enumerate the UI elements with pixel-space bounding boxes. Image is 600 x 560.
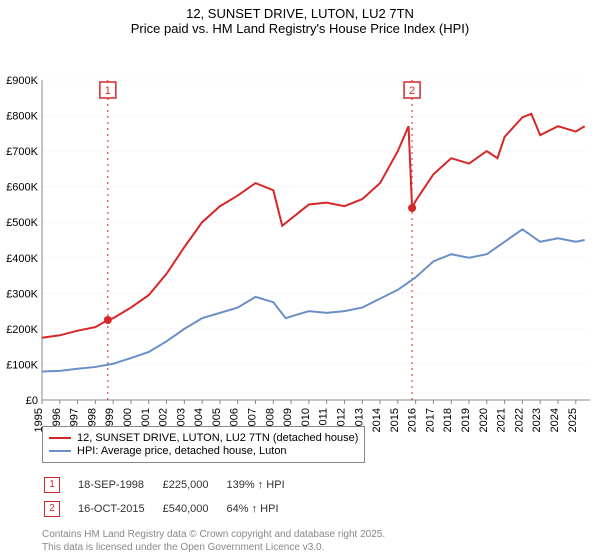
y-tick-label: £200K bbox=[6, 324, 38, 336]
sale-marker-number: 2 bbox=[409, 85, 415, 97]
y-tick-label: £900K bbox=[6, 75, 38, 87]
marker-date: 18-SEP-1998 bbox=[78, 474, 161, 496]
sale-point bbox=[104, 316, 112, 324]
legend-label: 12, SUNSET DRIVE, LUTON, LU2 7TN (detach… bbox=[77, 432, 358, 444]
marker-table-row: 2 16-OCT-2015£540,00064% ↑ HPI bbox=[44, 498, 301, 520]
x-tick-label: 2015 bbox=[389, 408, 401, 432]
legend-swatch bbox=[49, 450, 71, 452]
x-tick-label: 2017 bbox=[424, 408, 436, 432]
marker-delta: 139% ↑ HPI bbox=[227, 474, 301, 496]
x-tick-label: 2019 bbox=[460, 408, 472, 432]
chart-legend: 12, SUNSET DRIVE, LUTON, LU2 7TN (detach… bbox=[42, 426, 365, 463]
chart-title: 12, SUNSET DRIVE, LUTON, LU2 7TN bbox=[0, 6, 600, 21]
x-tick-label: 2014 bbox=[371, 408, 383, 432]
x-tick-label: 2018 bbox=[442, 408, 454, 432]
marker-price: £225,000 bbox=[163, 474, 225, 496]
y-tick-label: £700K bbox=[6, 146, 38, 158]
y-tick-label: £300K bbox=[6, 288, 38, 300]
y-tick-label: £600K bbox=[6, 182, 38, 194]
attribution-line1: Contains HM Land Registry data © Crown c… bbox=[42, 528, 385, 541]
legend-swatch bbox=[49, 437, 71, 439]
sale-marker-table: 1 18-SEP-1998£225,000139% ↑ HPI 2 16-OCT-20… bbox=[42, 472, 303, 522]
x-tick-label: 2022 bbox=[513, 408, 525, 432]
attribution-text: Contains HM Land Registry data © Crown c… bbox=[42, 528, 385, 554]
legend-label: HPI: Average price, detached house, Luto… bbox=[77, 445, 287, 457]
series-hpi bbox=[42, 229, 585, 371]
marker-date: 16-OCT-2015 bbox=[78, 498, 161, 520]
marker-mini-box: 1 bbox=[44, 477, 60, 493]
x-tick-label: 2023 bbox=[531, 408, 543, 432]
y-tick-label: £800K bbox=[6, 111, 38, 123]
sale-point bbox=[408, 204, 416, 212]
x-tick-label: 2021 bbox=[496, 408, 508, 432]
marker-price: £540,000 bbox=[163, 498, 225, 520]
y-tick-label: £400K bbox=[6, 253, 38, 265]
y-tick-label: £500K bbox=[6, 217, 38, 229]
price-chart-container: 12, SUNSET DRIVE, LUTON, LU2 7TN Price p… bbox=[0, 0, 600, 560]
x-tick-label: 2016 bbox=[407, 408, 419, 432]
legend-row: HPI: Average price, detached house, Luto… bbox=[49, 445, 358, 457]
x-tick-label: 2024 bbox=[549, 408, 561, 432]
series-subject bbox=[42, 114, 585, 338]
sale-marker-number: 1 bbox=[105, 85, 111, 97]
title-block: 12, SUNSET DRIVE, LUTON, LU2 7TN Price p… bbox=[0, 0, 600, 36]
legend-row: 12, SUNSET DRIVE, LUTON, LU2 7TN (detach… bbox=[49, 432, 358, 444]
marker-table-row: 1 18-SEP-1998£225,000139% ↑ HPI bbox=[44, 474, 301, 496]
marker-delta: 64% ↑ HPI bbox=[227, 498, 301, 520]
chart-svg: £0 £100K £200K £300K £400K £500K £600K £700K £80… bbox=[0, 36, 600, 436]
x-tick-label: 2025 bbox=[567, 408, 579, 432]
y-tick-label: £0 bbox=[26, 395, 38, 407]
marker-mini-box: 2 bbox=[44, 501, 60, 517]
attribution-line2: This data is licensed under the Open Gov… bbox=[42, 541, 385, 554]
x-tick-label: 2020 bbox=[478, 408, 490, 432]
y-tick-label: £100K bbox=[6, 359, 38, 371]
chart-subtitle: Price paid vs. HM Land Registry's House … bbox=[0, 21, 600, 36]
